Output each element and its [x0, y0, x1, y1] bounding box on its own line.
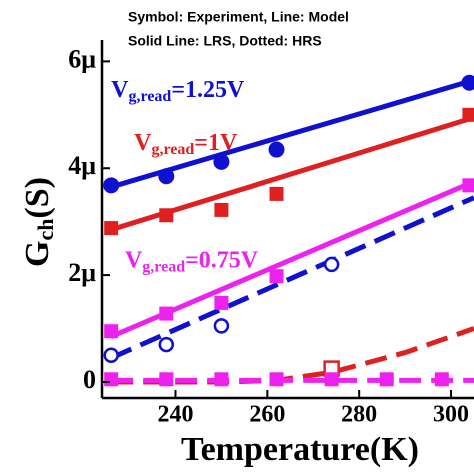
header-text: Solid Line: LRS, Dotted: HRS [128, 33, 322, 49]
y-label-sub: ch [33, 219, 58, 241]
y-tick-label: 2μ [68, 258, 96, 287]
data-point [158, 336, 175, 353]
data-point [103, 177, 120, 194]
annotation-rest: =1.25V [171, 76, 245, 102]
x-tick-label: 300 [433, 402, 469, 428]
data-point [324, 372, 339, 387]
data-point [104, 324, 119, 339]
annotation-main: V [134, 130, 152, 156]
data-point [434, 372, 449, 387]
data-point [269, 372, 284, 387]
data-point [104, 221, 119, 236]
annotation: Vg,read=1.25V [111, 76, 245, 104]
y-tick-label: 4μ [68, 151, 96, 180]
x-axis-label: Temperature(K) [181, 431, 419, 468]
data-point [214, 372, 229, 387]
data-point [159, 208, 174, 223]
y-axis-label: Gch(S) [19, 177, 58, 267]
data-point [379, 372, 394, 387]
annotation-main: V [111, 76, 129, 102]
annotation-sub: g,read [142, 258, 185, 275]
x-tick-label: 240 [157, 402, 193, 428]
data-point [462, 178, 474, 193]
plot-area [103, 74, 474, 387]
data-point [461, 74, 474, 91]
annotation-rest: =0.75V [185, 247, 259, 273]
data-point [268, 141, 285, 158]
annotation-sub: g,read [129, 87, 172, 104]
y-label-main: G [19, 241, 56, 267]
data-point [214, 202, 229, 217]
data-point [214, 295, 229, 310]
model-line [110, 77, 474, 190]
header-text: Symbol: Experiment, Line: Model [128, 9, 349, 25]
data-point [104, 372, 119, 387]
data-point [159, 306, 174, 321]
x-tick-label: 260 [249, 402, 285, 428]
y-tick-label: 0 [83, 365, 96, 394]
data-point [269, 186, 284, 201]
y-tick-label: 6μ [68, 44, 96, 73]
data-point [269, 269, 284, 284]
annotation-sub: g,read [151, 141, 194, 158]
y-label-rest: (S) [19, 177, 56, 219]
model-line [111, 326, 474, 385]
annotation-rest: =1V [194, 130, 238, 156]
model-line [110, 195, 474, 361]
data-point [213, 153, 230, 170]
annotation-main: V [125, 247, 143, 273]
data-point [159, 372, 174, 387]
data-point [213, 318, 230, 334]
x-tick-label: 280 [341, 402, 377, 428]
annotation: Vg,read=0.75V [125, 247, 259, 275]
data-point [462, 107, 474, 122]
annotation: Vg,read=1V [134, 130, 238, 158]
data-point [323, 256, 340, 273]
data-point [103, 347, 119, 364]
data-point [158, 168, 175, 185]
